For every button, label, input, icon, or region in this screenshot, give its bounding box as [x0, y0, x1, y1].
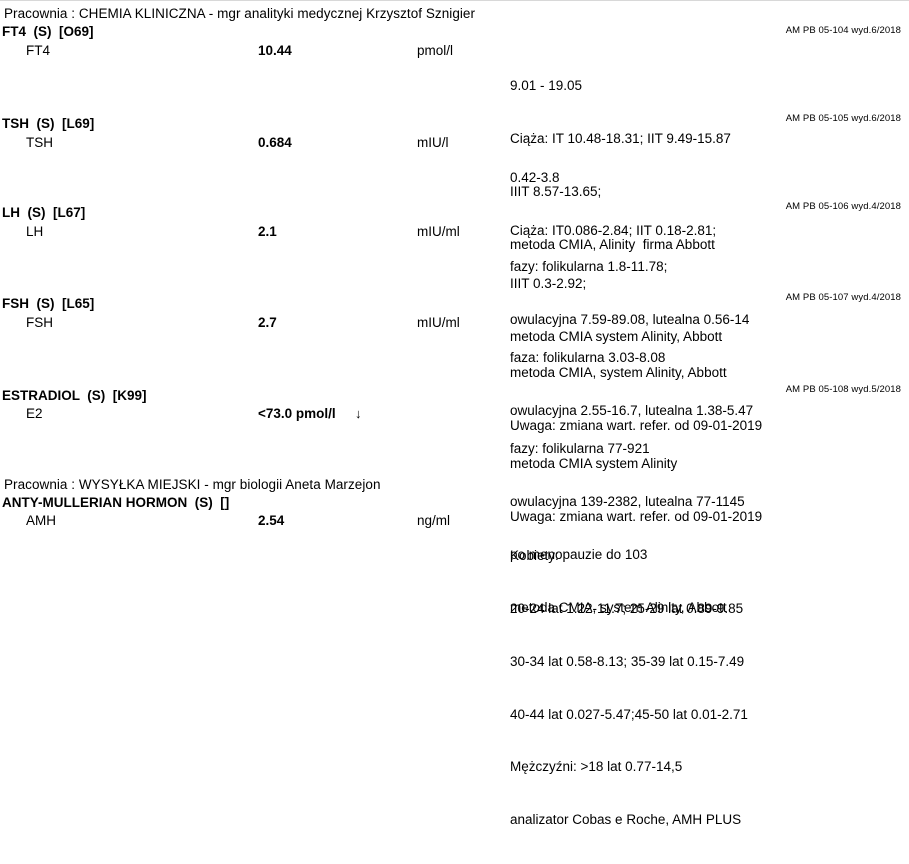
low-value-arrow-icon: ↓ [355, 406, 362, 421]
panel-title-fsh: FSH (S) [L65] [2, 296, 95, 311]
reference-line: Kobiety: [510, 548, 559, 564]
reference-line: owulacyjna 7.59-89.08, lutealna 0.56-14 [510, 311, 750, 327]
result-unit-ft4: pmol/l [417, 43, 454, 58]
reference-line: metoda CMIA system Alinity [510, 455, 678, 471]
lab-report-page: Pracownia : CHEMIA KLINICZNA - mgr anali… [0, 0, 909, 827]
reference-line: faza: folikularna 3.03-8.08 [510, 350, 666, 366]
result-unit-amh: ng/ml [417, 513, 451, 528]
result-value-lh: 2.1 [258, 224, 277, 239]
result-name-lh: LH [26, 224, 44, 239]
panel-title-ft4: FT4 (S) [O69] [2, 24, 94, 39]
reference-line: fazy: folikularna 1.8-11.78; [510, 259, 668, 275]
reference-line: Ciąża: IT0.086-2.84; IIT 0.18-2.81; [510, 222, 717, 238]
reference-range-fsh: faza: folikularna 3.03-8.08 owulacyjna 2… [510, 314, 762, 560]
result-name-e2: E2 [26, 406, 43, 421]
result-name-fsh: FSH [26, 315, 53, 330]
reference-line: 0.42-3.8 [510, 170, 560, 186]
reference-line: owulacyjna 139-2382, lutealna 77-1145 [510, 493, 745, 509]
reference-range-amh: Kobiety: 20-24 lat 1.22-11.7; 25-29 lat … [510, 512, 748, 864]
result-unit-tsh: mIU/l [417, 135, 449, 150]
lab-heading-chemia-kliniczna: Pracownia : CHEMIA KLINICZNA - mgr anali… [4, 6, 476, 21]
result-value-ft4: 10.44 [258, 43, 292, 58]
reference-line: po menopauzie do 103 [510, 546, 648, 562]
result-value-fsh: 2.7 [258, 315, 277, 330]
reference-range-lh: fazy: folikularna 1.8-11.78; owulacyjna … [510, 223, 762, 469]
panel-title-lh: LH (S) [L67] [2, 205, 86, 220]
doc-code-estradiol: AM PB 05-108 wyd.5/2018 [785, 384, 901, 395]
reference-line: metoda CMIA, system Alinity, Abbott [510, 599, 727, 615]
result-value-amh: 2.54 [258, 513, 285, 528]
reference-line: 30-34 lat 0.58-8.13; 35-39 lat 0.15-7.49 [510, 653, 745, 669]
doc-code-lh: AM PB 05-106 wyd.4/2018 [785, 201, 901, 212]
doc-code-ft4: AM PB 05-104 wyd.6/2018 [785, 25, 901, 36]
result-value-e2: <73.0 pmol/l [258, 406, 336, 421]
lab-heading-wysylka-miejski: Pracownia : WYSYŁKA MIEJSKI - mgr biolog… [4, 477, 381, 492]
result-unit-lh: mIU/ml [417, 224, 460, 239]
reference-line: 20-24 lat 1.22-11.7; 25-29 lat 0.89-9.85 [510, 600, 744, 616]
reference-line: fazy: folikularna 77-921 [510, 441, 650, 457]
reference-line: 40-44 lat 0.027-5.47;45-50 lat 0.01-2.71 [510, 706, 748, 722]
reference-line: Uwaga: zmiana wart. refer. od 09-01-2019 [510, 417, 763, 433]
reference-line: metoda CMIA, system Alinity, Abbott [510, 364, 727, 380]
result-name-tsh: TSH [26, 135, 53, 150]
reference-line: metoda CMIA system Alinity, Abbott [510, 328, 723, 344]
result-value-tsh: 0.684 [258, 135, 292, 150]
result-name-amh: AMH [26, 513, 56, 528]
reference-line: analizator Cobas e Roche, AMH PLUS [510, 812, 742, 828]
page-top-divider [0, 0, 909, 1]
reference-line: owulacyjna 2.55-16.7, lutealna 1.38-5.47 [510, 402, 754, 418]
panel-title-estradiol: ESTRADIOL (S) [K99] [2, 388, 147, 403]
doc-code-fsh: AM PB 05-107 wyd.4/2018 [785, 292, 901, 303]
panel-title-tsh: TSH (S) [L69] [2, 116, 95, 131]
reference-line: IIIT 8.57-13.65; [510, 183, 602, 199]
reference-line: 9.01 - 19.05 [510, 78, 583, 94]
doc-code-tsh: AM PB 05-105 wyd.6/2018 [785, 113, 901, 124]
reference-range-ft4: 9.01 - 19.05 Ciąża: IT 10.48-18.31; IIT … [510, 42, 731, 288]
panel-title-amh: ANTY-MULLERIAN HORMON (S) [] [2, 495, 230, 510]
result-name-ft4: FT4 [26, 43, 51, 58]
reference-range-estradiol: fazy: folikularna 77-921 owulacyjna 139-… [510, 405, 745, 651]
result-unit-fsh: mIU/ml [417, 315, 460, 330]
reference-line: IIIT 0.3-2.92; [510, 275, 587, 291]
reference-line: Mężczyźni: >18 lat 0.77-14,5 [510, 759, 683, 775]
reference-line: Uwaga: zmiana wart. refer. od 09-01-2019 [510, 508, 763, 524]
reference-range-tsh: 0.42-3.8 Ciąża: IT0.086-2.84; IIT 0.18-2… [510, 134, 722, 380]
reference-line: metoda CMIA, Alinity firma Abbott [510, 236, 715, 252]
reference-line: Ciąża: IT 10.48-18.31; IIT 9.49-15.87 [510, 130, 731, 146]
